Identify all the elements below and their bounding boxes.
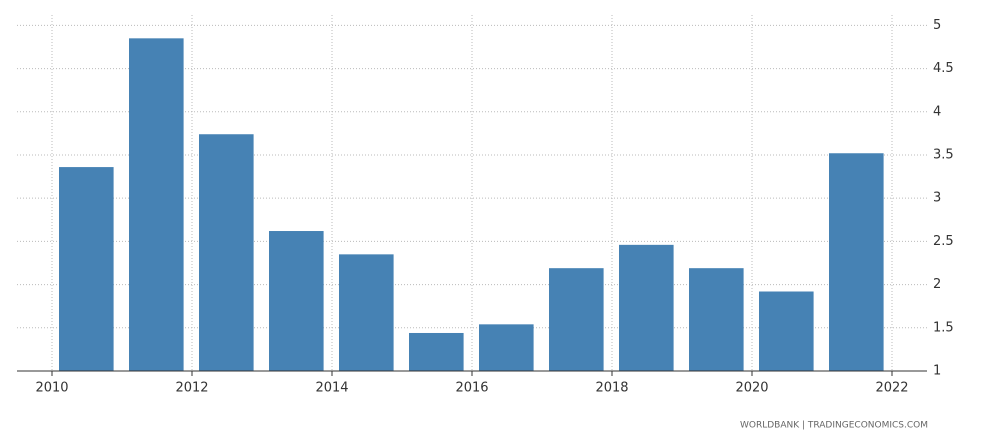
bar	[129, 38, 184, 371]
x-tick-label: 2012	[175, 381, 208, 396]
y-tick-label: 3.5	[933, 147, 954, 162]
x-tick-label: 2016	[455, 381, 488, 396]
y-tick-label: 2	[933, 277, 941, 292]
bar	[339, 254, 394, 371]
y-tick-label: 2.5	[933, 234, 954, 249]
y-tick-label: 4.5	[933, 61, 954, 76]
x-tick-label: 2022	[875, 381, 908, 396]
bar	[59, 167, 114, 371]
source-note: WORLDBANK | TRADINGECONOMICS.COM	[740, 421, 928, 431]
bar	[269, 231, 324, 371]
bar	[689, 268, 744, 371]
x-tick-label: 2020	[735, 381, 768, 396]
x-tick-label: 2014	[315, 381, 348, 396]
x-tick-label: 2010	[35, 381, 68, 396]
y-tick-label: 3	[933, 191, 941, 206]
bar	[199, 134, 254, 371]
y-tick-label: 1.5	[933, 320, 954, 335]
bar	[479, 324, 534, 371]
y-tick-label: 1	[933, 364, 941, 379]
x-tick-label: 2018	[595, 381, 628, 396]
bar	[549, 268, 604, 371]
y-tick-label: 5	[933, 18, 941, 33]
bar	[409, 332, 464, 371]
bar	[759, 291, 814, 371]
bar	[619, 244, 674, 371]
y-tick-label: 4	[933, 104, 941, 119]
bar	[829, 153, 884, 371]
